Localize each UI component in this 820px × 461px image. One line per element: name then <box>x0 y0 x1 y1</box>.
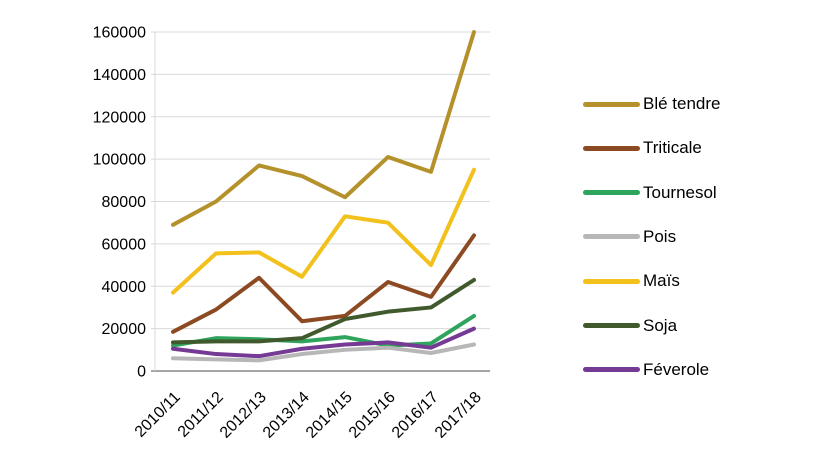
y-axis-label: 0 <box>137 364 146 381</box>
series-line-pois <box>171 342 476 363</box>
legend-label: Pois <box>643 226 677 246</box>
legend-item-tournesol: Tournesol <box>583 182 717 204</box>
legend-item-ble-tendre: Blé tendre <box>583 93 721 115</box>
legend-swatch-line-icon <box>583 234 640 240</box>
chart-legend: Blé tendre Triticale Tournesol Pois Maïs… <box>583 0 820 461</box>
y-axis-label: 120000 <box>93 109 146 126</box>
legend-label: Soja <box>643 315 678 335</box>
y-axis-label: 100000 <box>93 152 146 169</box>
legend-label: Triticale <box>643 138 702 158</box>
x-axis-label: 2016/17 <box>389 389 442 442</box>
series-line-ble-tendre <box>171 30 476 227</box>
legend-item-triticale: Triticale <box>583 137 702 159</box>
legend-swatch-line-icon <box>583 190 640 196</box>
legend-item-feverole: Féverole <box>583 359 709 381</box>
y-axis-label: 80000 <box>102 194 147 211</box>
legend-label: Tournesol <box>643 182 717 202</box>
legend-swatch-line-icon <box>583 278 640 284</box>
series-line-mais <box>171 167 476 295</box>
y-axis-label: 20000 <box>102 321 147 338</box>
legend-swatch-line-icon <box>583 101 640 107</box>
legend-item-mais: Maïs <box>583 270 680 292</box>
x-axis-label: 2012/13 <box>217 389 270 442</box>
y-axis-label: 60000 <box>102 236 147 253</box>
legend-item-soja: Soja <box>583 315 677 337</box>
legend-item-pois: Pois <box>583 226 676 248</box>
y-axis-label: 140000 <box>93 67 146 84</box>
y-axis-label: 40000 <box>102 279 147 296</box>
legend-label: Féverole <box>643 359 710 379</box>
series-line-triticale <box>171 233 476 334</box>
legend-swatch-line-icon <box>583 323 640 329</box>
legend-label: Blé tendre <box>643 94 721 113</box>
legend-label: Maïs <box>643 271 680 291</box>
x-axis-label: 2015/16 <box>346 389 399 442</box>
y-axis-label: 160000 <box>93 25 146 42</box>
x-axis-label: 2010/11 <box>132 389 184 441</box>
series-line-tournesol <box>171 313 476 348</box>
series-line-soja <box>171 277 476 345</box>
series-line-feverole <box>171 326 476 359</box>
x-axis-label: 2013/14 <box>260 389 313 442</box>
x-axis-label: 2017/18 <box>432 389 485 442</box>
legend-swatch-line-icon <box>583 145 640 151</box>
legend-swatch-line-icon <box>583 367 640 373</box>
x-axis-label: 2014/15 <box>303 389 356 442</box>
